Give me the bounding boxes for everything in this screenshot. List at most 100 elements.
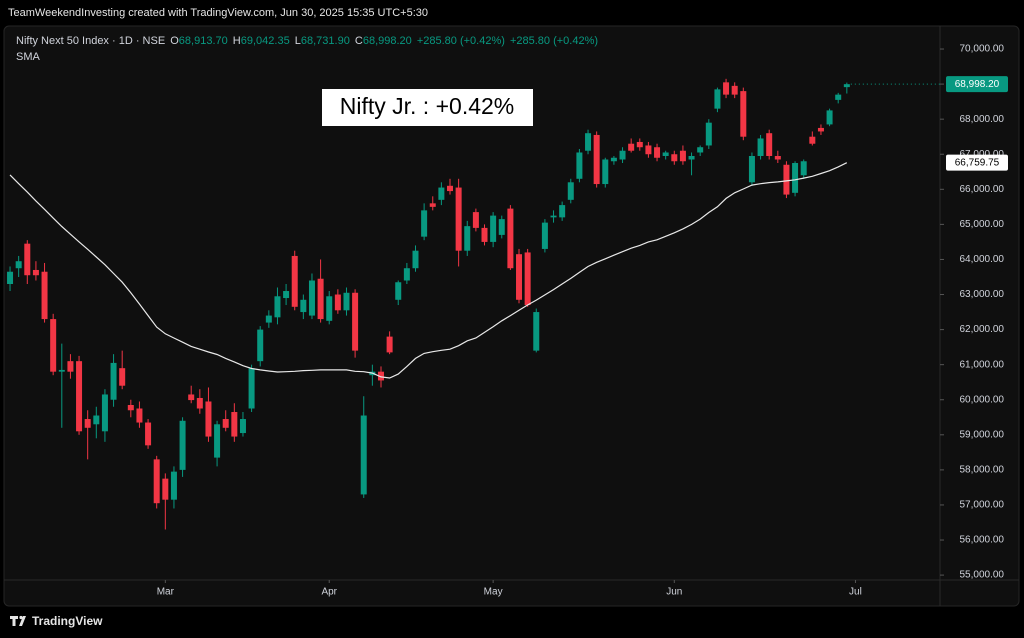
last-price-badge (946, 76, 1008, 93)
annotation-box (322, 89, 533, 126)
y-tick-label: 57,000.00 (960, 500, 1005, 511)
legend-title: Nifty Next 50 Index · 1D · NSE (16, 35, 165, 47)
y-tick-label: 70,000.00 (960, 44, 1005, 55)
candle-body (610, 157, 617, 162)
candle-body (127, 404, 134, 411)
y-tick-label: 56,000.00 (960, 535, 1005, 546)
candle-body (326, 296, 333, 321)
candle-body (671, 154, 678, 162)
sma-line (9, 162, 848, 379)
candle-body (15, 261, 22, 269)
candle-body (308, 280, 315, 316)
candle-body (550, 215, 557, 218)
legend-key: H (233, 35, 241, 47)
chart-panel (3, 25, 1020, 607)
candle-body (723, 82, 730, 95)
candle-body (498, 219, 505, 235)
candle-body (679, 150, 686, 162)
y-tick-label: 68,000.00 (960, 114, 1005, 125)
candle-body (472, 212, 479, 228)
candle-body (162, 478, 169, 500)
candle-body (757, 138, 764, 156)
candle-body (317, 278, 324, 320)
candle-body (50, 319, 57, 372)
x-tick-label: Jul (849, 587, 862, 598)
y-tick-label: 64,000.00 (960, 254, 1005, 265)
candle-body (774, 155, 781, 160)
candle-body (24, 243, 31, 276)
candle-body (179, 420, 186, 470)
candle-body (231, 412, 238, 437)
candle-body (377, 371, 384, 381)
candle-body (395, 282, 402, 300)
candle-body (593, 134, 600, 185)
candle-body (792, 163, 799, 193)
x-tick-label: May (484, 587, 503, 598)
candle-body (783, 164, 790, 195)
legend-change: +285.80 (+0.42%) (510, 35, 598, 47)
candle-body (524, 252, 531, 306)
sma-label: 66,759.75 (955, 157, 1000, 168)
candle-body (636, 141, 643, 148)
candle-body (654, 147, 661, 158)
y-tick-label: 65,000.00 (960, 219, 1005, 230)
candle-body (110, 362, 117, 400)
candle-body (843, 84, 850, 88)
candle-body (809, 136, 816, 144)
candle-body (697, 147, 704, 153)
candle-body (93, 415, 100, 425)
candle-body (412, 250, 419, 269)
candle-body (403, 268, 410, 281)
candle-body (214, 424, 221, 458)
y-tick-label: 67,000.00 (960, 149, 1005, 160)
candle-body (300, 299, 307, 313)
y-tick-label: 62,000.00 (960, 324, 1005, 335)
candle-body (740, 91, 747, 137)
candle-body (576, 152, 583, 179)
candle-body (136, 408, 143, 423)
candle-body (662, 152, 669, 156)
y-tick-label: 55,000.00 (960, 570, 1005, 581)
candle-body (516, 254, 523, 300)
legend-value: 68,913.70 (179, 35, 228, 47)
candle-body (334, 294, 341, 311)
candle-body (585, 133, 592, 151)
candle-body (274, 296, 281, 318)
candle-body (41, 271, 48, 320)
legend-value: 69,042.35 (241, 35, 290, 47)
annotation: Nifty Jr. : +0.42% (340, 93, 515, 119)
candle-body (835, 94, 842, 100)
y-tick-label: 66,000.00 (960, 184, 1005, 195)
candle-body (507, 208, 514, 269)
sma-badge (946, 154, 1008, 171)
candle-body (705, 122, 712, 146)
y-tick-label: 60,000.00 (960, 394, 1005, 405)
candle-body (731, 85, 738, 95)
x-tick-label: Mar (157, 587, 175, 598)
candle-body (205, 401, 212, 437)
candle-body (567, 182, 574, 200)
candle-body (481, 227, 488, 242)
candle-body (429, 203, 436, 207)
plot-area (7, 78, 850, 530)
candle-body (541, 222, 548, 249)
candle-body (386, 336, 393, 353)
attribution: TeamWeekendInvesting created with Tradin… (8, 7, 428, 19)
candle-body (421, 210, 428, 237)
candle-body (222, 419, 229, 428)
candle-body (826, 110, 833, 125)
candle-body (800, 161, 807, 176)
candle-body (32, 269, 39, 276)
candle-body (283, 291, 290, 299)
candle-body (748, 155, 755, 183)
candle-body (84, 419, 91, 428)
x-tick-label: Apr (321, 587, 337, 598)
y-tick-label: 63,000.00 (960, 289, 1005, 300)
legend-key: C (355, 35, 363, 47)
last-price-label: 68,998.20 (955, 79, 1000, 90)
candle-body (619, 150, 626, 160)
candle-body (464, 226, 471, 251)
candle-body (7, 271, 14, 285)
candle-body (145, 422, 152, 446)
